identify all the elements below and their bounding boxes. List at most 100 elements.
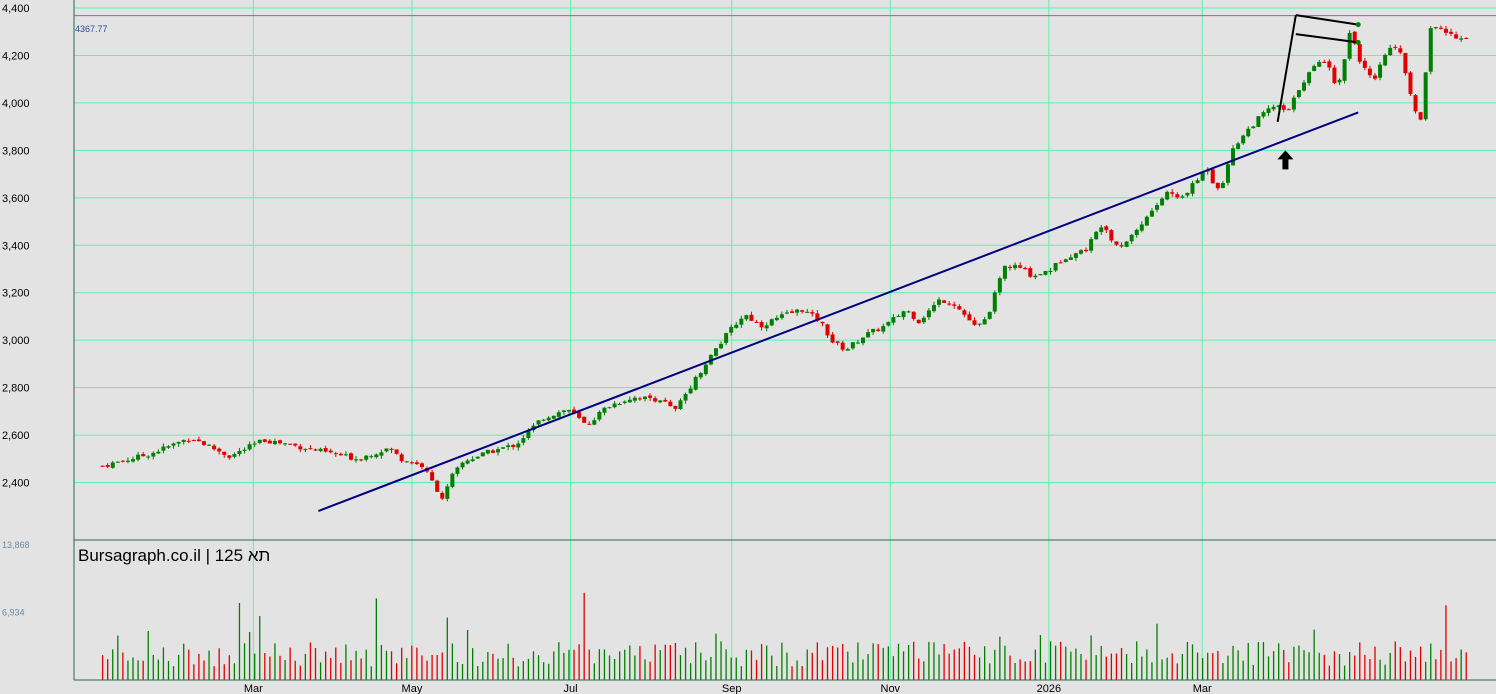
candle-body bbox=[414, 462, 419, 464]
candle-body bbox=[1362, 60, 1367, 68]
candle-body bbox=[151, 452, 156, 457]
candle-body bbox=[440, 492, 445, 499]
volume-axis: 13,868 6,934 bbox=[2, 540, 30, 618]
candle-body bbox=[541, 419, 546, 421]
candle-body bbox=[242, 449, 247, 451]
candle-body bbox=[480, 452, 485, 457]
candlestick-series bbox=[100, 25, 1469, 502]
candle-body bbox=[830, 334, 835, 343]
candle-body bbox=[820, 321, 825, 324]
candle-body bbox=[105, 465, 110, 467]
grid-lines bbox=[74, 0, 1496, 680]
candle-body bbox=[1393, 46, 1398, 48]
candle-body bbox=[293, 443, 298, 446]
candle-body bbox=[805, 311, 810, 313]
candle-body bbox=[891, 317, 896, 323]
candle-body bbox=[916, 319, 921, 324]
candle-body bbox=[1053, 263, 1058, 271]
candle-body bbox=[551, 415, 556, 419]
candle-body bbox=[419, 463, 424, 468]
candle-body bbox=[501, 447, 506, 449]
candle-body bbox=[663, 399, 668, 402]
candle-body bbox=[876, 329, 881, 331]
candle-body bbox=[1317, 61, 1322, 67]
candle-body bbox=[678, 400, 683, 410]
candle-body bbox=[1367, 68, 1372, 76]
candle-body bbox=[815, 313, 820, 321]
candle-body bbox=[1388, 47, 1393, 56]
pattern-line bbox=[1276, 14, 1297, 123]
candle-body bbox=[779, 314, 784, 318]
y-tick-label: 3,400 bbox=[2, 240, 30, 252]
flag-pattern bbox=[1276, 14, 1361, 123]
candle-body bbox=[1271, 106, 1276, 110]
candle-body bbox=[511, 444, 516, 448]
pattern-endpoint bbox=[1355, 22, 1361, 28]
candle-body bbox=[404, 461, 409, 463]
candle-body bbox=[648, 395, 653, 398]
candle-body bbox=[267, 440, 272, 444]
candle-body bbox=[962, 310, 967, 315]
candle-body bbox=[622, 401, 627, 403]
candle-body bbox=[840, 342, 845, 350]
candle-body bbox=[1215, 182, 1220, 189]
candle-body bbox=[1296, 90, 1301, 97]
candle-body bbox=[247, 444, 252, 450]
candle-body bbox=[201, 441, 206, 445]
price-panel-background bbox=[74, 0, 1496, 540]
volume-bars bbox=[101, 592, 1467, 680]
y-tick-label: 3,600 bbox=[2, 193, 30, 205]
y-tick-label: 4,000 bbox=[2, 98, 30, 110]
candle-body bbox=[790, 311, 795, 313]
candle-body bbox=[1413, 95, 1418, 112]
candle-body bbox=[886, 321, 891, 326]
candle-body bbox=[1352, 31, 1357, 44]
candle-body bbox=[1033, 275, 1038, 278]
candle-body bbox=[1109, 230, 1114, 241]
candle-body bbox=[653, 398, 658, 402]
candle-body bbox=[784, 312, 789, 314]
candle-body bbox=[1063, 259, 1068, 263]
candle-body bbox=[597, 411, 602, 420]
candle-body bbox=[683, 394, 688, 401]
candle-body bbox=[455, 467, 460, 474]
candle-body bbox=[237, 450, 242, 455]
candle-body bbox=[1134, 229, 1139, 235]
candle-body bbox=[1104, 226, 1109, 230]
candle-body bbox=[1398, 48, 1403, 53]
candle-body bbox=[1043, 270, 1048, 275]
candle-body bbox=[982, 319, 987, 325]
candle-body bbox=[658, 400, 663, 403]
candle-body bbox=[308, 448, 313, 450]
candle-body bbox=[561, 410, 566, 412]
candle-body bbox=[693, 376, 698, 390]
candle-body bbox=[1378, 64, 1383, 78]
candle-body bbox=[967, 314, 972, 321]
candle-body bbox=[460, 462, 465, 468]
candle-body bbox=[703, 364, 708, 375]
candle-body bbox=[906, 311, 911, 313]
candle-body bbox=[207, 444, 212, 446]
candle-body bbox=[212, 445, 217, 450]
candle-body bbox=[719, 343, 724, 349]
candle-body bbox=[871, 328, 876, 333]
candle-body bbox=[769, 319, 774, 326]
candle-body bbox=[835, 341, 840, 343]
candle-body bbox=[1418, 112, 1423, 120]
candle-body bbox=[430, 472, 435, 481]
candle-body bbox=[526, 430, 531, 438]
candle-body bbox=[1084, 249, 1089, 252]
candle-body bbox=[1190, 183, 1195, 194]
candle-body bbox=[556, 412, 561, 417]
reference-line-label: 4367.77 bbox=[75, 24, 108, 34]
candle-body bbox=[749, 314, 754, 321]
candle-body bbox=[1231, 148, 1236, 166]
candle-body bbox=[450, 473, 455, 487]
candle-body bbox=[354, 459, 359, 461]
candle-body bbox=[1155, 205, 1160, 210]
candle-body bbox=[643, 396, 648, 399]
candle-body bbox=[338, 453, 343, 456]
candle-body bbox=[1286, 109, 1291, 111]
candle-body bbox=[359, 459, 364, 461]
candle-body bbox=[166, 446, 171, 448]
